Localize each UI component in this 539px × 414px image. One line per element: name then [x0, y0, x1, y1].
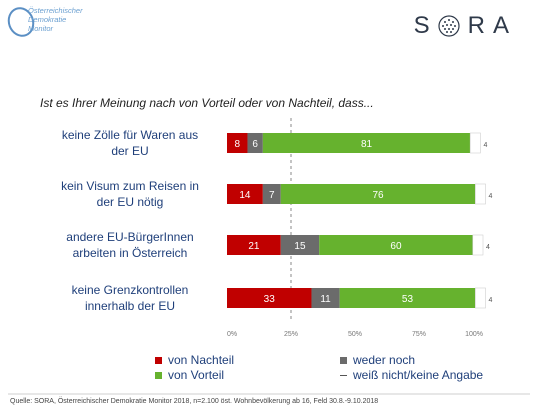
data-label: 7 — [269, 190, 275, 201]
bar-segment — [262, 184, 281, 204]
data-label: 4 — [489, 297, 493, 304]
data-label: 4 — [489, 193, 493, 200]
bar-segment — [311, 288, 340, 308]
x-tick-label: 75% — [412, 331, 426, 338]
legend-label: weder noch — [353, 353, 416, 367]
data-label: 6 — [252, 139, 258, 150]
data-label: 4 — [483, 142, 487, 149]
data-label: 14 — [239, 190, 251, 201]
bar-segment — [475, 287, 486, 309]
bar-segment — [472, 234, 484, 256]
bar-segment — [475, 183, 486, 205]
category-label-line: keine Grenzkontrollen — [71, 283, 189, 297]
bar-segment — [227, 235, 281, 255]
category-label-line: andere EU-BürgerInnen — [66, 230, 194, 244]
category-label: keine Zölle für Waren aus der EU — [40, 127, 220, 159]
bar-segment — [339, 288, 476, 308]
sora-logo: S RA — [414, 12, 517, 40]
data-label: 33 — [264, 294, 276, 305]
category-label: andere EU-BürgerInnen arbeiten in Österre… — [40, 229, 220, 261]
data-label: 11 — [320, 294, 331, 305]
category-label: kein Visum zum Reisen in der EU nötig — [40, 178, 220, 210]
data-label: 21 — [248, 241, 260, 252]
bar-segment — [247, 133, 263, 153]
legend-label: von Vorteil — [168, 368, 225, 382]
bar-segment — [227, 184, 263, 204]
legend-swatch — [155, 356, 162, 364]
logo-line: Österreichischer — [28, 6, 83, 15]
legend-item-vorteil: von Vorteil — [155, 368, 224, 382]
category-label-line: innerhalb der EU — [84, 299, 176, 313]
logo-line: Monitor — [28, 24, 54, 33]
x-tick-label: 50% — [348, 331, 362, 338]
legend-swatch — [340, 375, 347, 379]
sora-globe-icon — [438, 15, 460, 37]
legend-label: weiß nicht/keine Angabe — [353, 368, 484, 382]
legend-swatch — [340, 356, 347, 364]
bar-segment — [280, 235, 320, 255]
data-label: 15 — [294, 241, 306, 252]
category-label: keine Grenzkontrollen innerhalb der EU — [40, 282, 220, 314]
category-label-line: der EU nötig — [96, 195, 164, 209]
bar-segment — [319, 235, 473, 255]
logo-line: Demokratie — [28, 15, 67, 24]
legend-item-nachteil: von Nachteil — [155, 353, 234, 367]
category-label-line: keine Zölle für Waren aus — [61, 128, 199, 142]
bar-segment — [262, 133, 471, 153]
sora-letters-ra: RA — [467, 12, 517, 39]
x-tick-label: 0% — [227, 331, 237, 338]
legend-item-weder: weder noch — [340, 353, 415, 367]
data-label: 4 — [486, 244, 490, 251]
legend-label: von Nachteil — [168, 353, 235, 367]
sora-letter-s: S — [413, 12, 438, 39]
source-note: Quelle: SORA, Österreichischer Demokrati… — [10, 398, 379, 405]
bar-segment — [469, 132, 481, 154]
data-label: 76 — [372, 190, 384, 201]
category-label-line: kein Visum zum Reisen in — [61, 179, 199, 193]
legend-item-weiss-nicht: weiß nicht/keine Angabe — [340, 368, 483, 382]
bar-segment — [227, 288, 312, 308]
category-label-line: der EU — [111, 144, 149, 158]
legend-swatch — [155, 371, 162, 379]
x-tick-label: 100% — [465, 331, 483, 338]
data-label: 8 — [234, 139, 240, 150]
data-label: 53 — [402, 294, 414, 305]
question-title: Ist es Ihrer Meinung nach von Vorteil od… — [40, 96, 374, 110]
demokratie-monitor-logo: Österreichischer Demokratie Monitor — [3, 3, 118, 46]
bar-segment — [280, 184, 476, 204]
category-label-line: arbeiten in Österreich — [72, 246, 188, 260]
x-tick-label: 25% — [284, 331, 298, 338]
data-label: 60 — [390, 241, 402, 252]
data-label: 81 — [361, 139, 373, 150]
bar-segment — [227, 133, 248, 153]
